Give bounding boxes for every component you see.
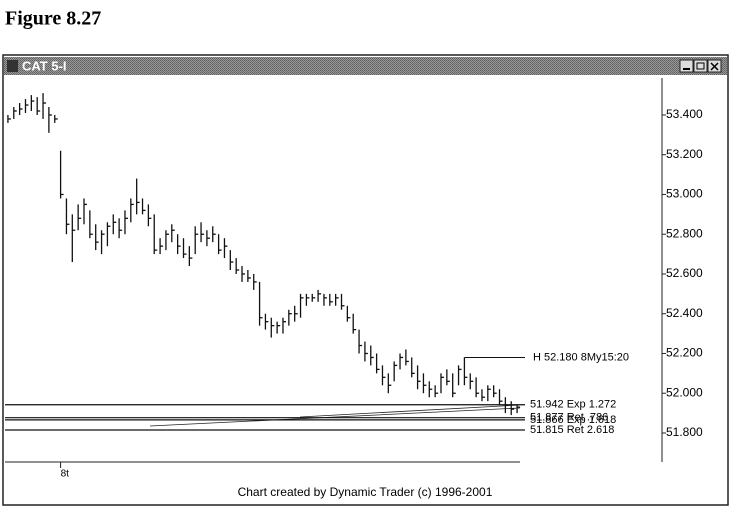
level-label: 51.866 Exp 1.618 (530, 414, 616, 426)
y-tick-label: 53.200 (666, 147, 703, 161)
annotation-label: H 52.180 8My15:20 (533, 351, 629, 363)
y-tick-label: 51.800 (666, 425, 703, 439)
window-buttons (679, 59, 722, 73)
level-label: 51.942 Exp 1.272 (530, 399, 616, 411)
y-tick-label: 53.400 (666, 107, 703, 121)
level-label: 51.815 Ret 2.618 (530, 424, 614, 436)
window-frame (2, 54, 729, 506)
trend-line (149, 407, 521, 427)
figure-title: Figure 8.27 (5, 8, 101, 30)
y-tick-label: 53.000 (666, 187, 703, 201)
window-icon (7, 60, 18, 72)
minimize-button[interactable] (679, 59, 694, 73)
maximize-button[interactable] (693, 59, 708, 73)
y-tick-label: 52.800 (666, 226, 703, 240)
y-tick-label: 52.000 (666, 385, 703, 399)
footer: Chart created by Dynamic Trader (c) 1996… (238, 485, 493, 499)
x-tick-label: 8t (61, 469, 70, 480)
y-tick-label: 52.200 (666, 346, 703, 360)
title-bar (4, 57, 727, 75)
y-tick-label: 52.400 (666, 306, 703, 320)
y-tick-label: 52.600 (666, 266, 703, 280)
level-label: 51.877 Ret .786 (530, 412, 608, 424)
trend-line (299, 404, 521, 418)
window-title: CAT 5-I (22, 58, 67, 73)
